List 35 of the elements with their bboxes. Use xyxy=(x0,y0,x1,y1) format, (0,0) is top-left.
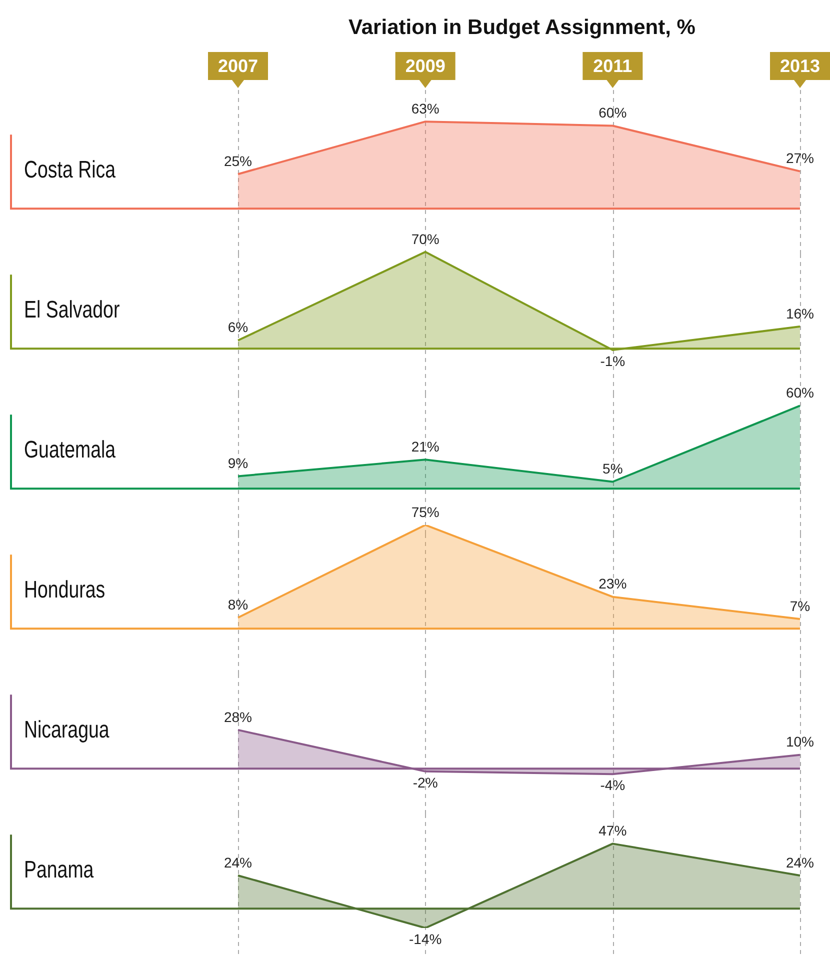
data-label: 60% xyxy=(786,384,814,401)
data-label: 9% xyxy=(228,455,248,472)
data-label: 8% xyxy=(228,596,248,612)
data-label: -1% xyxy=(600,352,626,369)
text: Guatemala xyxy=(24,436,116,463)
data-label: 24% xyxy=(224,854,252,870)
data-label: 60% xyxy=(598,104,627,121)
data-label: 5% xyxy=(602,460,623,477)
x-tick-label: 2009 xyxy=(405,56,446,76)
data-label: 6% xyxy=(228,319,248,336)
data-label: 25% xyxy=(224,152,252,169)
text: Panama xyxy=(24,856,94,883)
data-label: 21% xyxy=(411,438,440,454)
x-tick-label: 2013 xyxy=(780,56,820,76)
data-label: 10% xyxy=(786,734,814,750)
data-label: 70% xyxy=(411,230,440,247)
data-label: 75% xyxy=(411,504,440,520)
text: El Salvador xyxy=(24,296,120,323)
data-label: -4% xyxy=(600,777,626,794)
data-label: 27% xyxy=(786,150,814,166)
data-label: 28% xyxy=(224,708,252,725)
data-label: 23% xyxy=(598,576,627,592)
x-tick-label: 2011 xyxy=(593,56,632,76)
data-label: 47% xyxy=(598,822,627,839)
data-label: 24% xyxy=(786,854,814,870)
data-label: 16% xyxy=(786,305,814,322)
chart-title: Variation in Budget Assignment, % xyxy=(348,16,696,39)
text: Honduras xyxy=(24,576,106,603)
data-label: 63% xyxy=(411,100,440,116)
x-tick-label: 2007 xyxy=(218,56,258,76)
data-label: -2% xyxy=(412,774,438,790)
text: Costa Rica xyxy=(24,156,116,183)
data-label: 7% xyxy=(790,598,810,614)
data-label: -14% xyxy=(408,930,442,947)
text: Nicaragua xyxy=(24,716,110,743)
